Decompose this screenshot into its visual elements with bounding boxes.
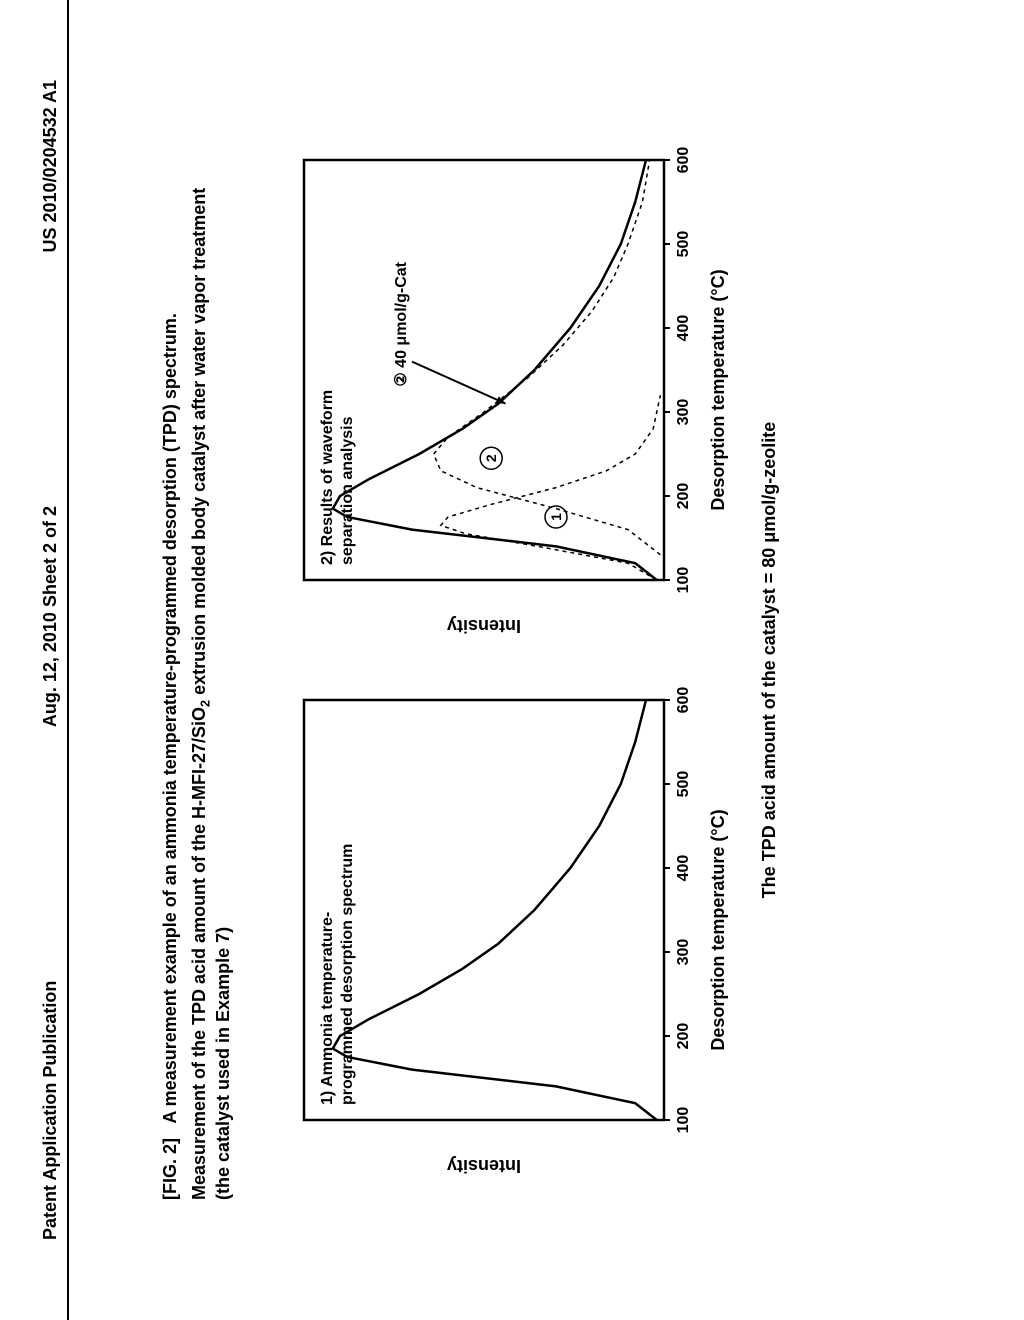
header-right: US 2010/0204532 A1 — [40, 80, 61, 252]
figure-caption-text: A measurement example of an ammonia temp… — [160, 313, 180, 1124]
chart-1-box: 100 200 300 400 500 600 Intensity 1) Ammonia te… — [284, 680, 729, 1180]
svg-text:300: 300 — [675, 399, 692, 426]
svg-text:500: 500 — [675, 771, 692, 798]
svg-text:2) Results of waveform: 2) Results of waveform — [319, 390, 336, 565]
svg-text:100: 100 — [675, 567, 692, 594]
subtitle-suffix: extrusion molded body catalyst after wat… — [189, 188, 209, 700]
header-center: Aug. 12, 2010 Sheet 2 of 2 — [40, 506, 61, 727]
svg-text:400: 400 — [675, 315, 692, 342]
svg-text:② 40 μmol/g-Cat: ② 40 μmol/g-Cat — [393, 261, 410, 386]
svg-text:1) Ammonia temperature-: 1) Ammonia temperature- — [319, 912, 336, 1105]
chart-2-svg: 100 200 300 400 500 600 Intensity 2) Results of… — [284, 140, 704, 640]
figure-subtitle: Measurement of the TPD acid amount of th… — [189, 120, 213, 1200]
svg-text:programmed desorption spectrum: programmed desorption spectrum — [339, 844, 356, 1105]
svg-text:200: 200 — [675, 1023, 692, 1050]
svg-text:Intensity: Intensity — [447, 1156, 521, 1176]
figure-label: [FIG. 2] — [160, 1138, 180, 1200]
chart-2-xlabel: Desorption temperature (°C) — [708, 269, 729, 510]
header-left: Patent Application Publication — [40, 981, 61, 1240]
figure-example-note: (the catalyst used in Example 7) — [213, 120, 234, 1200]
figure-caption: [FIG. 2] A measurement example of an amm… — [160, 120, 181, 1200]
svg-text:1: 1 — [548, 513, 564, 521]
svg-text:600: 600 — [675, 687, 692, 714]
svg-text:300: 300 — [675, 939, 692, 966]
svg-text:500: 500 — [675, 231, 692, 258]
figure-content: [FIG. 2] A measurement example of an amm… — [160, 120, 780, 1200]
footer-note: The TPD acid amount of the catalyst = 80… — [759, 120, 780, 1200]
chart-1-xlabel: Desorption temperature (°C) — [708, 809, 729, 1050]
chart-2-box: 100 200 300 400 500 600 Intensity 2) Results of… — [284, 140, 729, 640]
svg-text:Intensity: Intensity — [447, 616, 521, 636]
chart-1-svg: 100 200 300 400 500 600 Intensity 1) Ammonia te… — [284, 680, 704, 1180]
svg-text:2: 2 — [483, 454, 499, 462]
subtitle-sub: 2 — [199, 700, 213, 707]
svg-text:600: 600 — [675, 147, 692, 174]
svg-text:400: 400 — [675, 855, 692, 882]
charts-row: 100 200 300 400 500 600 Intensity 1) Ammonia te… — [284, 120, 729, 1200]
svg-text:200: 200 — [675, 483, 692, 510]
subtitle-prefix: Measurement of the TPD acid amount of th… — [189, 707, 209, 1200]
svg-text:100: 100 — [675, 1107, 692, 1134]
page-header: Patent Application Publication Aug. 12, … — [40, 0, 69, 1320]
